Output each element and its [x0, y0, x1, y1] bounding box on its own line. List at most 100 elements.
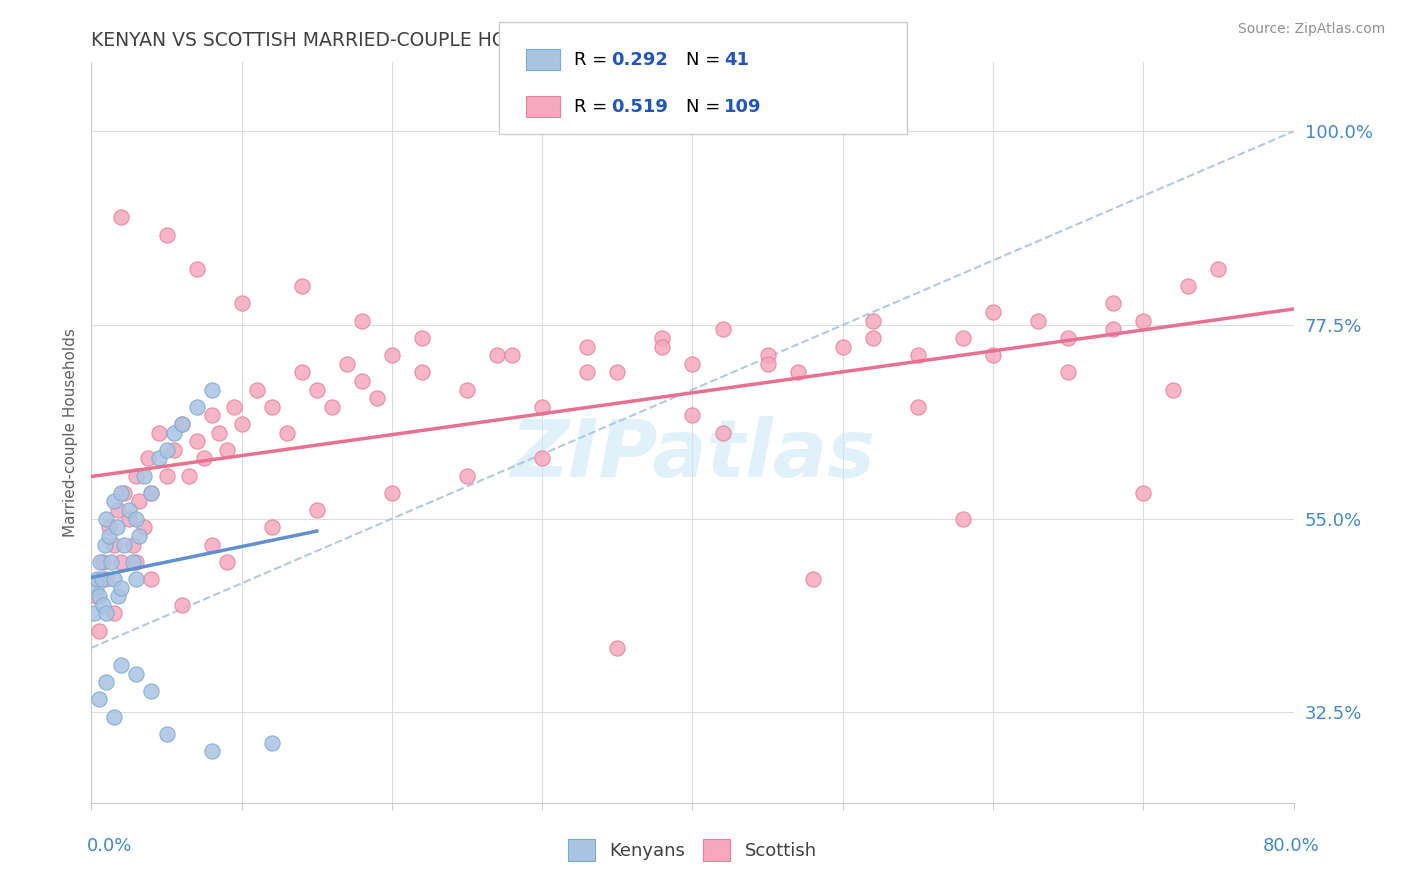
Point: [531, 400, 554, 414]
Point: [276, 425, 298, 440]
Point: [501, 348, 523, 362]
Point: [305, 503, 328, 517]
Point: [201, 744, 224, 758]
Point: [141, 684, 163, 698]
Text: R =: R =: [574, 51, 613, 69]
Point: [125, 512, 148, 526]
Point: [96, 512, 118, 526]
Point: [118, 512, 141, 526]
Point: [122, 555, 145, 569]
Point: [952, 331, 974, 345]
Point: [531, 451, 554, 466]
Point: [907, 400, 929, 414]
Point: [681, 409, 703, 423]
Point: [148, 425, 170, 440]
Text: N =: N =: [686, 98, 725, 116]
Point: [1208, 262, 1230, 277]
Point: [84, 589, 107, 603]
Point: [155, 227, 177, 242]
Point: [1161, 383, 1184, 397]
Point: [681, 357, 703, 371]
Point: [260, 400, 283, 414]
Point: [215, 442, 238, 457]
Point: [201, 409, 224, 423]
Point: [155, 727, 177, 741]
Point: [114, 486, 136, 500]
Point: [125, 666, 148, 681]
Point: [163, 442, 186, 457]
Point: [96, 607, 118, 621]
Point: [201, 537, 224, 551]
Point: [321, 400, 343, 414]
Text: N =: N =: [686, 51, 725, 69]
Point: [350, 374, 373, 388]
Point: [606, 640, 628, 655]
Point: [1102, 296, 1125, 310]
Point: [366, 391, 388, 405]
Point: [411, 331, 433, 345]
Point: [831, 339, 853, 353]
Point: [128, 494, 150, 508]
Point: [170, 417, 193, 431]
Point: [350, 314, 373, 328]
Y-axis label: Married-couple Households: Married-couple Households: [63, 328, 79, 537]
Point: [756, 357, 779, 371]
Point: [456, 468, 478, 483]
Point: [381, 348, 404, 362]
Point: [291, 365, 314, 379]
Point: [456, 383, 478, 397]
Text: Source: ZipAtlas.com: Source: ZipAtlas.com: [1237, 22, 1385, 37]
Point: [107, 589, 129, 603]
Point: [138, 451, 160, 466]
Point: [981, 305, 1004, 319]
Point: [170, 417, 193, 431]
Point: [163, 425, 186, 440]
Point: [89, 555, 111, 569]
Point: [576, 339, 599, 353]
Point: [177, 468, 200, 483]
Text: KENYAN VS SCOTTISH MARRIED-COUPLE HOUSEHOLDS CORRELATION CHART: KENYAN VS SCOTTISH MARRIED-COUPLE HOUSEH…: [91, 30, 820, 50]
Point: [862, 314, 884, 328]
Point: [141, 486, 163, 500]
Point: [260, 735, 283, 749]
Point: [87, 692, 110, 706]
Point: [786, 365, 808, 379]
Point: [98, 520, 121, 534]
Text: 0.519: 0.519: [612, 98, 668, 116]
Point: [107, 503, 129, 517]
Point: [90, 572, 112, 586]
Point: [1177, 279, 1199, 293]
Point: [122, 537, 145, 551]
Point: [155, 442, 177, 457]
Text: R =: R =: [574, 98, 613, 116]
Point: [132, 520, 155, 534]
Point: [1057, 331, 1080, 345]
Point: [96, 572, 118, 586]
Point: [862, 331, 884, 345]
Point: [305, 383, 328, 397]
Point: [711, 425, 734, 440]
Point: [84, 581, 107, 595]
Point: [711, 322, 734, 336]
Point: [952, 512, 974, 526]
Point: [291, 279, 314, 293]
Text: 109: 109: [724, 98, 762, 116]
Point: [96, 675, 118, 690]
Legend: Kenyans, Scottish: Kenyans, Scottish: [561, 831, 824, 868]
Point: [87, 624, 110, 638]
Point: [1057, 365, 1080, 379]
Point: [801, 572, 824, 586]
Point: [110, 211, 132, 225]
Point: [148, 451, 170, 466]
Point: [231, 296, 253, 310]
Point: [193, 451, 215, 466]
Point: [125, 572, 148, 586]
Point: [186, 262, 208, 277]
Point: [246, 383, 269, 397]
Point: [105, 520, 128, 534]
Point: [132, 468, 155, 483]
Point: [103, 572, 125, 586]
Point: [155, 468, 177, 483]
Point: [110, 555, 132, 569]
Point: [128, 529, 150, 543]
